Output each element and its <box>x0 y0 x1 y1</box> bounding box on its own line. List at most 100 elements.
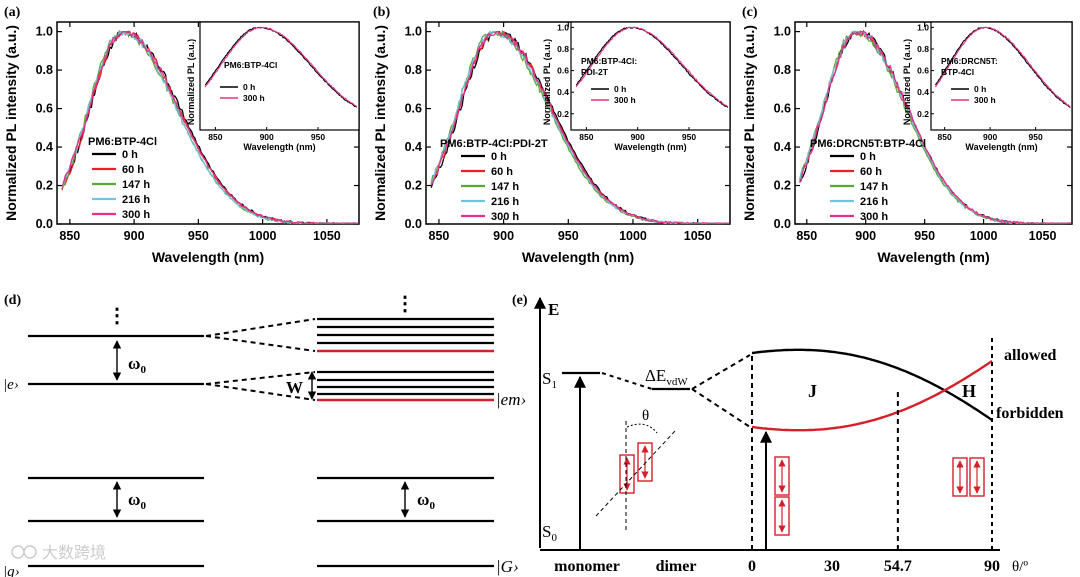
x-label: 0 <box>748 558 756 575</box>
x-label: 30 <box>824 558 840 575</box>
inset-y-tick-label: 1.0 <box>557 22 569 32</box>
y-tick-label: 1.0 <box>774 25 791 39</box>
y-tick-label: 0.4 <box>36 140 53 154</box>
s0-label: S0 <box>542 522 557 544</box>
inset-x-tick-label: 900 <box>983 132 997 142</box>
y-tick-label: 0.8 <box>36 63 53 77</box>
forbidden-label: forbidden <box>996 405 1064 422</box>
theta-label: θ <box>642 408 649 424</box>
inset-y-tick-label: 1.0 <box>917 22 929 32</box>
y-tick-label: 1.0 <box>405 25 422 39</box>
x-tick-label: 850 <box>59 229 80 243</box>
s1-label: S1 <box>542 369 557 391</box>
dipole-box <box>969 457 985 497</box>
inset-x-label: Wavelength (nm) <box>614 142 686 152</box>
inset-title: PM6:BTP-4Cl <box>224 60 277 70</box>
y-axis-label: Normalized PL intensity (a.u.) <box>372 25 388 221</box>
watermark-icon <box>23 545 37 559</box>
dipole-box <box>774 456 790 496</box>
legend-label: 60 h <box>860 166 882 178</box>
dots-left: ⋮ <box>107 305 127 327</box>
inset-y-tick-label: 0.8 <box>557 44 569 54</box>
x-label: 90 <box>984 558 1000 575</box>
y-tick-label: 0.4 <box>405 140 422 154</box>
pl-panel-3: (c) 850 900 950 1000 1050 0.0 0.2 0.4 0.6 0.8 1.0 Wa… <box>741 5 1073 265</box>
energy-label: E <box>548 300 559 319</box>
legend-label: 60 h <box>491 166 513 178</box>
x-tick-label: 950 <box>558 229 579 243</box>
lower-curve <box>751 360 993 432</box>
connector <box>205 318 316 337</box>
inset-x-tick-label: 950 <box>1029 132 1043 142</box>
y-tick-label: 0.0 <box>36 217 53 231</box>
em-state-label: |em› <box>496 390 526 409</box>
legend-title: PM6:BTP-4Cl:PDI-2T <box>440 138 548 150</box>
e-state-label: |e› <box>3 377 19 393</box>
connector <box>205 335 316 352</box>
inset-x-label: Wavelength (nm) <box>965 142 1037 152</box>
g-state-label: |g› <box>3 564 20 577</box>
inset-frame <box>199 21 360 131</box>
inset-y-tick-label: 0.6 <box>557 66 569 76</box>
inset-x-tick-label: 850 <box>579 132 593 142</box>
x-label: monomer <box>554 558 620 575</box>
inset-legend-label: 0 h <box>974 84 986 94</box>
legend-label: 0 h <box>122 149 138 161</box>
inset-legend-label: 0 h <box>243 82 255 92</box>
inset: 850 900 950 0.2 0.4 0.6 0.8 1.0 Wavelength (nm) N… <box>542 21 731 152</box>
inset-series-line <box>935 26 1071 109</box>
inset-x-tick-label: 950 <box>311 132 325 142</box>
dipole-box <box>952 457 968 497</box>
inset-series-line <box>935 26 1071 108</box>
y-tick-label: 0.6 <box>774 102 791 116</box>
inset-x-tick-label: 900 <box>631 132 645 142</box>
connector <box>205 371 316 385</box>
inset-y-label: Normalized PL (a.u.) <box>542 39 552 125</box>
y-tick-label: 0.2 <box>36 179 53 193</box>
y-axis-label: Normalized PL intensity (a.u.) <box>3 25 19 221</box>
legend-label: 147 h <box>491 181 519 193</box>
inset-legend-label: 300 h <box>974 95 996 105</box>
panel-label: (e) <box>512 293 528 308</box>
theta-diagonal <box>595 430 676 517</box>
panel-label: (b) <box>373 5 390 20</box>
omega-label: ω0 <box>128 354 146 376</box>
inset-title: PM6:BTP-4Cl: <box>581 56 637 66</box>
upper-curve <box>751 348 993 421</box>
x-tick-label: 950 <box>914 229 935 243</box>
w-label: W <box>286 378 303 397</box>
legend-label: 0 h <box>491 151 507 163</box>
panel-d: (d) ⋮ ⋮ ω0 ω0 ω0 W |e› |em› |g› |G› <box>3 293 526 577</box>
x-axis-label: Wavelength (nm) <box>152 249 264 265</box>
inset-x-tick-label: 900 <box>260 132 274 142</box>
inset-legend-label: 300 h <box>243 93 265 103</box>
connector <box>205 383 316 401</box>
x-axis-label: Wavelength (nm) <box>877 249 989 265</box>
split-upper <box>691 354 751 390</box>
x-tick-label: 1000 <box>619 229 647 243</box>
legend-label: 300 h <box>122 209 150 221</box>
inset-y-tick-label: 0.8 <box>917 44 929 54</box>
y-tick-label: 0.2 <box>405 179 422 193</box>
theta-arc <box>626 423 658 434</box>
dashed-link <box>601 372 653 390</box>
inset-series-line <box>204 26 358 107</box>
dots-right: ⋮ <box>395 293 415 315</box>
x-tick-label: 900 <box>855 229 876 243</box>
inset-series-line <box>204 26 358 108</box>
x-tick-label: 900 <box>124 229 145 243</box>
inset-y-tick-label: 0.6 <box>917 66 929 76</box>
x-tick-label: 1050 <box>313 229 341 243</box>
x-axis-label: Wavelength (nm) <box>522 249 634 265</box>
panel-label: (a) <box>4 5 21 20</box>
legend-label: 147 h <box>122 179 150 191</box>
inset-y-label: Normalized PL (a.u.) <box>902 39 912 125</box>
dipole-box <box>774 496 790 536</box>
y-axis-label: Normalized PL intensity (a.u.) <box>741 25 757 221</box>
y-tick-label: 1.0 <box>36 25 53 39</box>
watermark: 大数跨境 <box>11 543 106 562</box>
allowed-label: allowed <box>1004 347 1057 364</box>
inset-legend-label: 300 h <box>614 95 636 105</box>
series-line <box>430 30 730 225</box>
